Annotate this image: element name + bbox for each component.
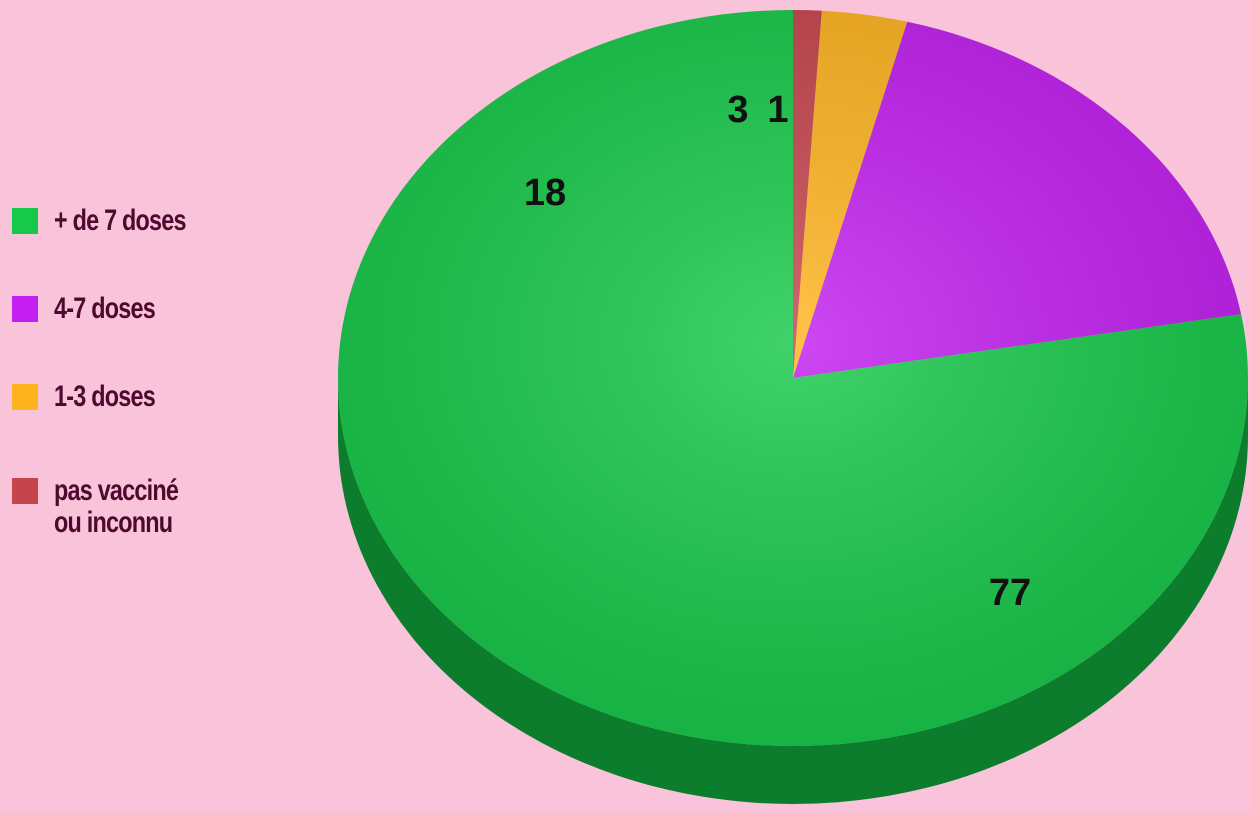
- data-label-3: 1: [767, 89, 788, 131]
- data-label-0: 77: [989, 572, 1031, 614]
- pie-side-0: [338, 378, 1248, 804]
- legend-label-2: 1-3 doses: [54, 380, 156, 413]
- data-label-1: 18: [524, 172, 566, 214]
- legend-label-0: + de 7 doses: [54, 204, 187, 237]
- legend-label-3: pas vacciné ou inconnu: [54, 474, 179, 539]
- legend-item-2: 1-3 doses: [12, 381, 183, 413]
- pie-highlight: [338, 10, 1248, 746]
- legend-swatch-1: [12, 296, 38, 322]
- legend-item-1: 4-7 doses: [12, 293, 183, 325]
- legend-swatch-2: [12, 384, 38, 410]
- legend-label-1: 4-7 doses: [54, 292, 156, 325]
- legend-swatch-3: [12, 478, 38, 504]
- pie-labels: 13 18 77: [524, 89, 1031, 614]
- pie-top: [337, 10, 1249, 747]
- legend-item-3: pas vacciné ou inconnu: [12, 475, 213, 539]
- legend-swatch-0: [12, 208, 38, 234]
- pie-side: [338, 378, 1248, 804]
- data-label-2: 3: [727, 89, 748, 131]
- legend-item-0: + de 7 doses: [12, 205, 223, 237]
